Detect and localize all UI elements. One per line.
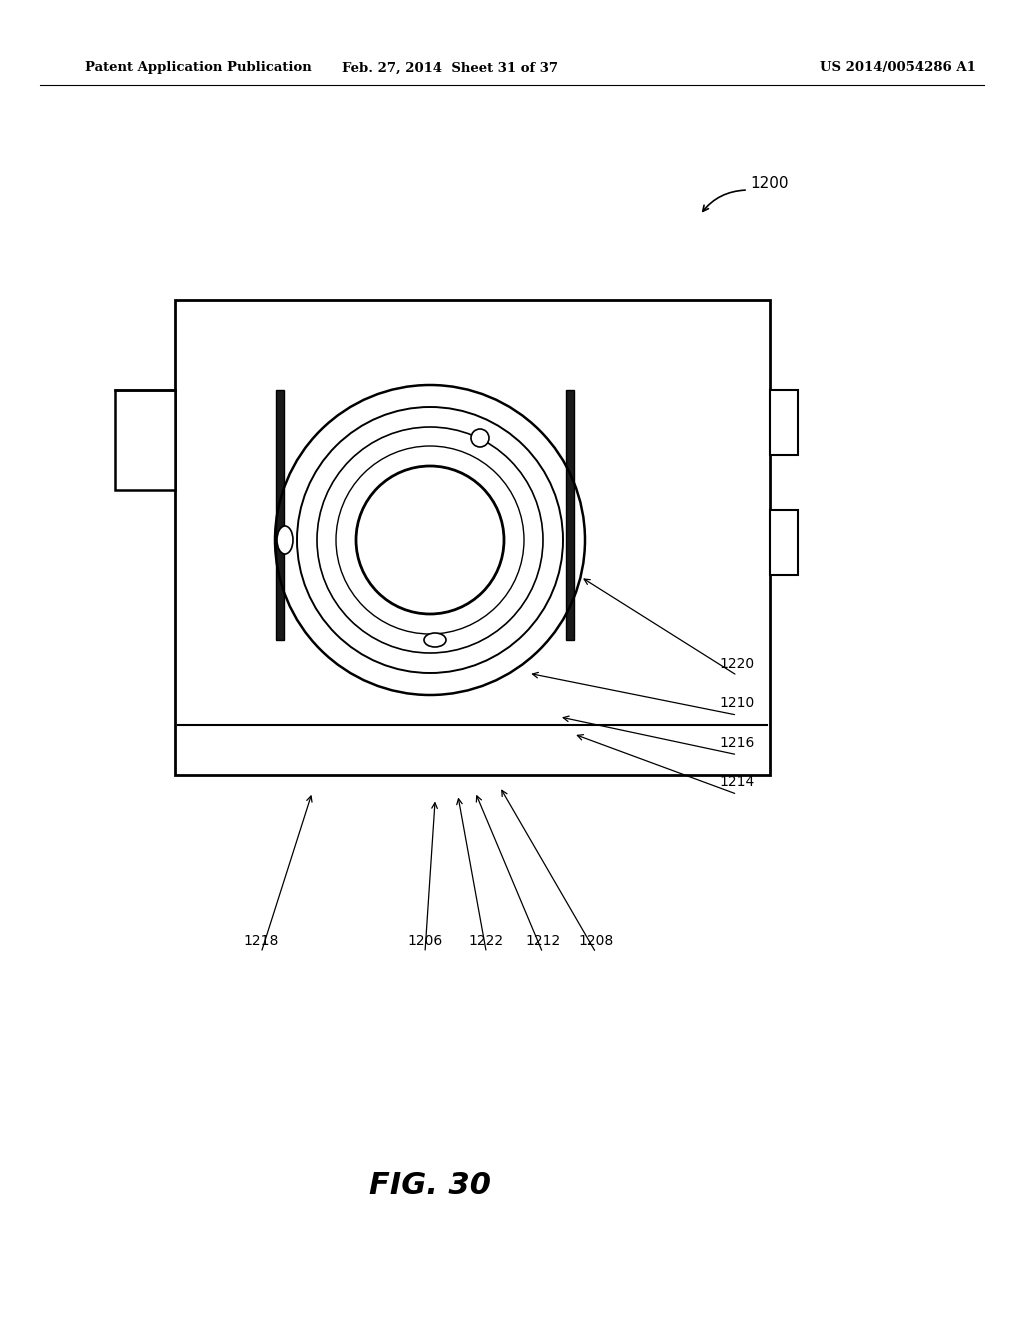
- Bar: [566, 389, 574, 640]
- Ellipse shape: [424, 634, 446, 647]
- Bar: [566, 389, 574, 640]
- Bar: [175, 300, 770, 775]
- Text: 1222: 1222: [469, 933, 504, 948]
- Ellipse shape: [278, 525, 293, 554]
- Text: 1220: 1220: [720, 656, 755, 671]
- Text: 1218: 1218: [244, 933, 279, 948]
- Bar: [276, 389, 284, 640]
- Text: 1210: 1210: [720, 696, 755, 710]
- Text: US 2014/0054286 A1: US 2014/0054286 A1: [820, 62, 976, 74]
- Text: 1200: 1200: [750, 176, 788, 190]
- Text: 1212: 1212: [525, 933, 560, 948]
- Bar: [115, 389, 175, 490]
- Circle shape: [471, 429, 489, 447]
- Bar: [276, 389, 284, 640]
- Text: Patent Application Publication: Patent Application Publication: [85, 62, 311, 74]
- Text: FIG. 30: FIG. 30: [369, 1171, 490, 1200]
- Text: 1216: 1216: [720, 735, 755, 750]
- Text: Feb. 27, 2014  Sheet 31 of 37: Feb. 27, 2014 Sheet 31 of 37: [342, 62, 558, 74]
- Bar: [770, 389, 798, 455]
- Text: 1208: 1208: [579, 933, 613, 948]
- Bar: [770, 510, 798, 576]
- Text: 1214: 1214: [720, 775, 755, 789]
- Text: 1206: 1206: [408, 933, 442, 948]
